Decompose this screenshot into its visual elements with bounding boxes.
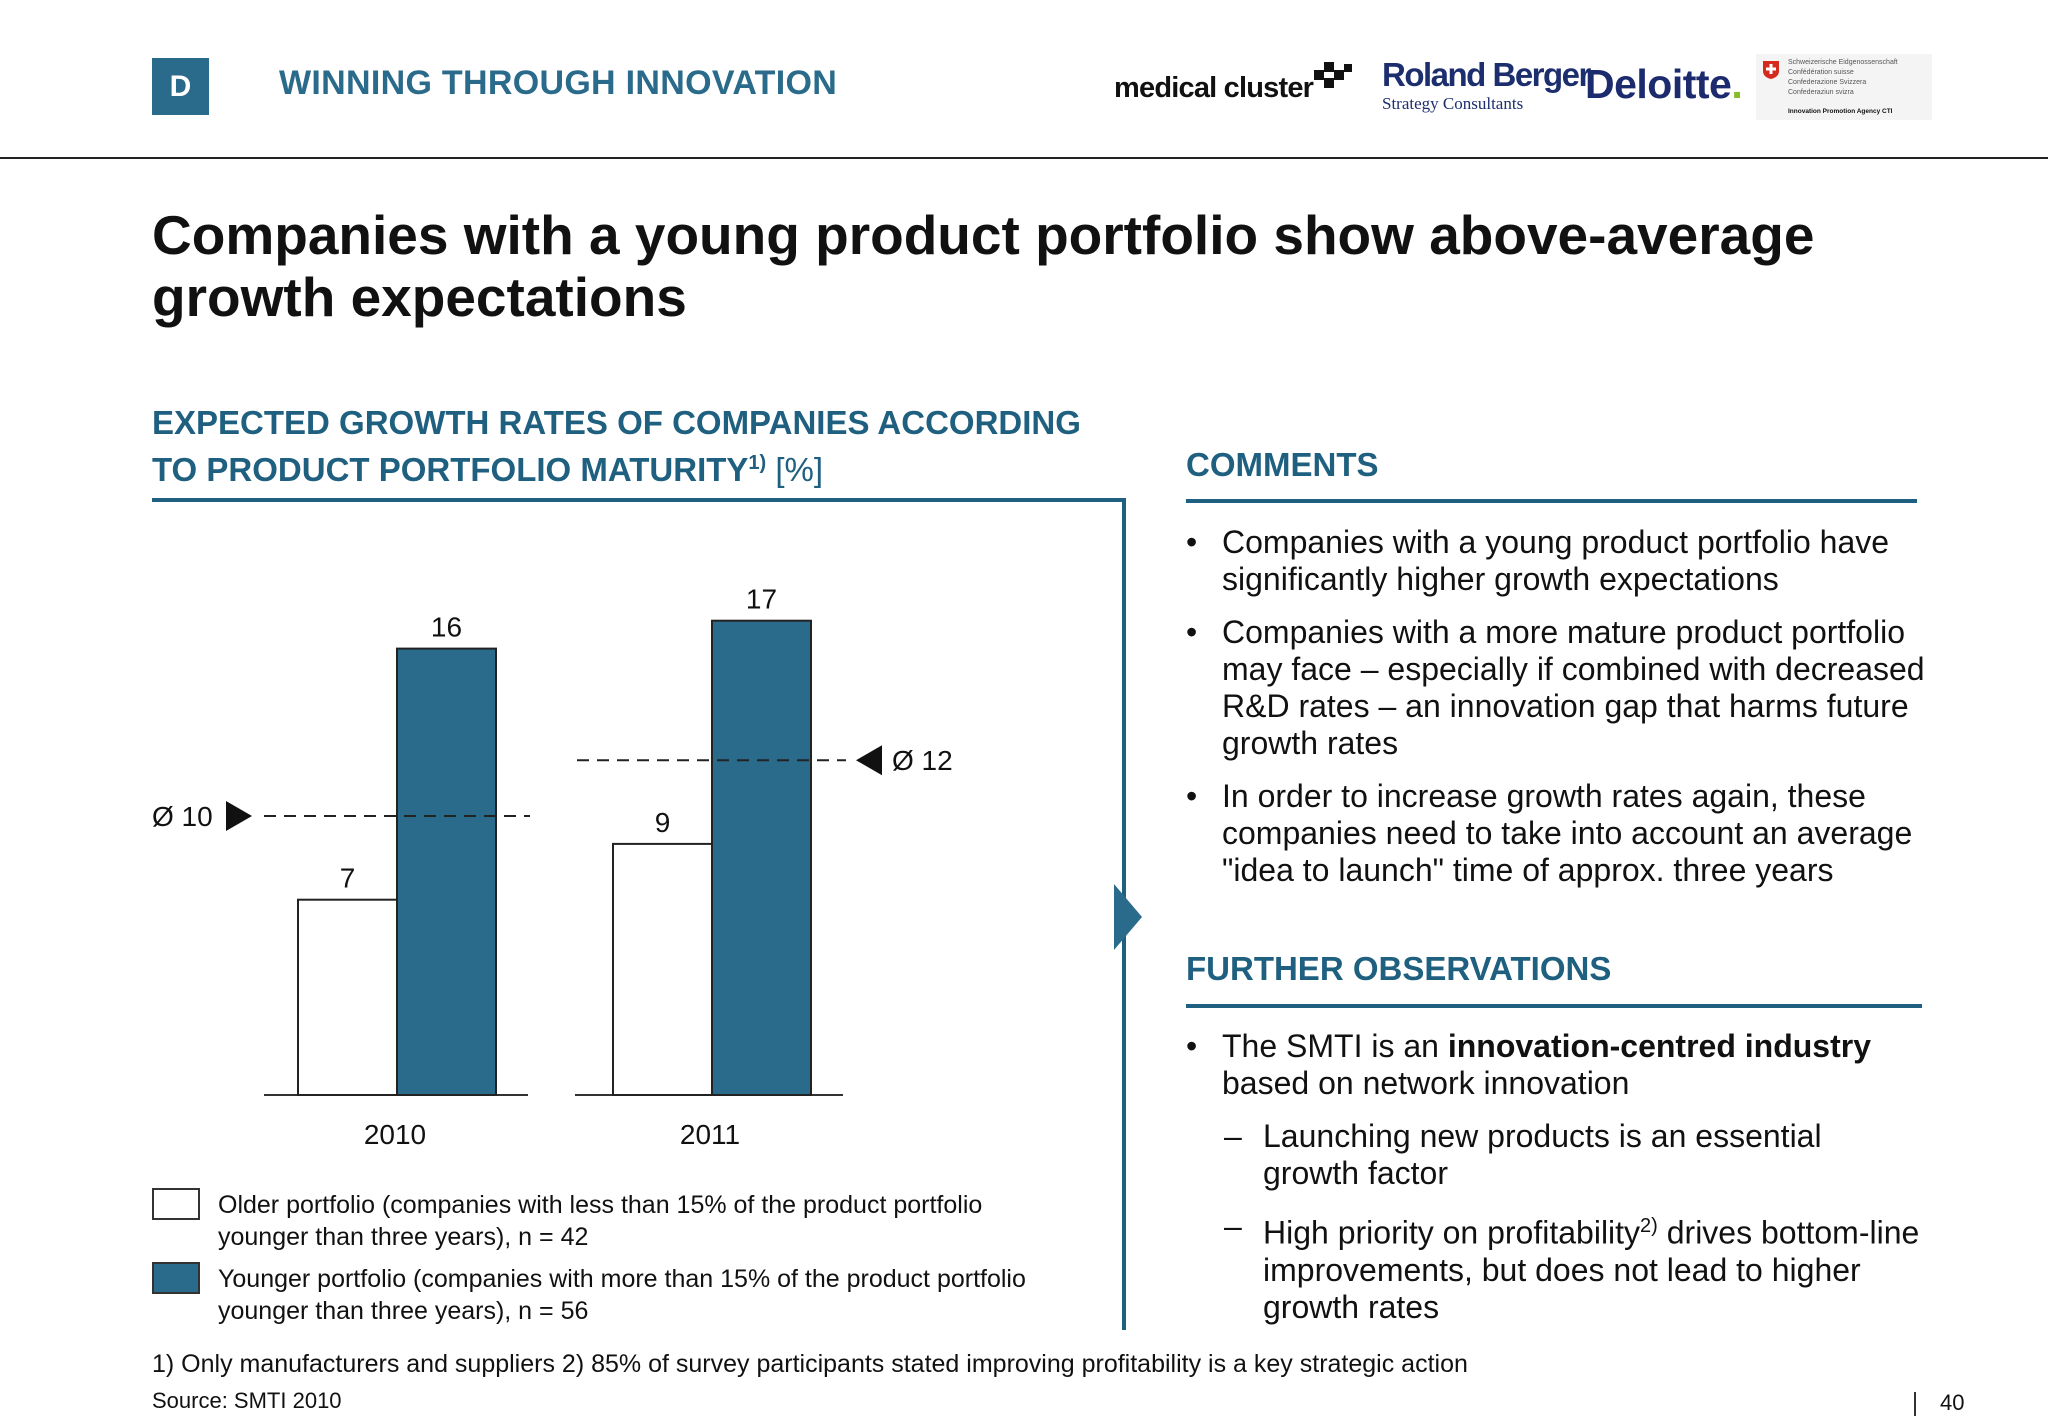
observations-list: The SMTI is an innovation-centred indust…: [1186, 1028, 1926, 1118]
source-note: Source: SMTI 2010: [152, 1388, 342, 1413]
average-label: Ø 12: [892, 745, 953, 776]
page-title: Companies with a young product portfolio…: [152, 204, 1815, 328]
medical-cluster-logo: medical cluster: [1114, 72, 1314, 104]
comments-rule: [1186, 499, 1917, 503]
section-arrow-icon: [1114, 884, 1142, 950]
chart-unit: [%]: [775, 451, 824, 488]
comment-item: In order to increase growth rates again,…: [1186, 778, 1926, 889]
observation-sub-item: Launching new products is an essential g…: [1224, 1118, 1926, 1192]
observation-sub-item: High priority on profitability2) drives …: [1224, 1208, 1926, 1326]
bar: [297, 898, 398, 1097]
cti-logo: Schweizerische Eidgenossenschaft Confédé…: [1756, 54, 1932, 120]
roland-berger-name: Roland Berger: [1382, 56, 1591, 93]
data-label: 7: [340, 863, 356, 894]
growth-bar-chart: 7 16 2010 9 17 2011 Ø 10 Ø 12: [152, 584, 953, 1150]
bar: [711, 619, 812, 1096]
average-marker: [226, 801, 252, 831]
x-tick-label: 2010: [364, 1119, 426, 1150]
header-divider: [0, 157, 2048, 159]
medical-cluster-mark-icon: [1314, 62, 1352, 88]
comments-heading: COMMENTS: [1186, 446, 1379, 483]
footnote-ref: 2): [1640, 1215, 1658, 1237]
cti-agency: Innovation Promotion Agency CTI: [1788, 108, 1893, 115]
data-label: 16: [431, 612, 462, 643]
data-label: 17: [746, 584, 777, 615]
observations-sub-list: Launching new products is an essential g…: [1186, 1118, 1926, 1342]
comments-list: Companies with a young product portfolio…: [1186, 524, 1926, 905]
chart-heading: EXPECTED GROWTH RATES OF COMPANIES ACCOR…: [152, 402, 1132, 490]
chart-heading-line2: TO PRODUCT PORTFOLIO MATURITY1) [%]: [152, 451, 824, 488]
chart-top-rule: [152, 498, 1126, 502]
section-badge: D: [152, 58, 209, 115]
page-number: 40: [1940, 1390, 1965, 1415]
legend-swatch-younger: [152, 1262, 200, 1294]
cti-line: Confederaziun svizra: [1788, 89, 1854, 96]
x-tick-label: 2011: [680, 1119, 740, 1150]
page-divider: [1914, 1392, 1916, 1416]
cti-line: Schweizerische Eidgenossenschaft: [1788, 59, 1898, 66]
deloitte-logo: Deloitte.: [1585, 61, 1743, 107]
roland-berger-sub: Strategy Consultants: [1382, 94, 1524, 113]
legend-item-younger: Younger portfolio (companies with more t…: [218, 1265, 1026, 1325]
cti-line: Confederazione Svizzera: [1788, 79, 1867, 86]
swiss-flag-icon: [1763, 61, 1779, 79]
observations-rule: [1186, 1004, 1922, 1008]
cti-line: Confédération suisse: [1788, 69, 1854, 76]
bar: [612, 842, 713, 1096]
comment-item: Companies with a young product portfolio…: [1186, 524, 1926, 598]
footnotes: 1) Only manufacturers and suppliers 2) 8…: [152, 1350, 1468, 1378]
comment-item: Companies with a more mature product por…: [1186, 614, 1926, 762]
roland-berger-logo: Roland Berger Strategy Consultants: [1382, 56, 1591, 113]
average-label: Ø 10: [152, 801, 213, 832]
bar: [396, 647, 497, 1096]
section-title: WINNING THROUGH INNOVATION: [279, 64, 838, 102]
deloitte-wordmark: Deloitte: [1585, 61, 1732, 107]
emphasis: innovation-centred industry: [1447, 1028, 1871, 1064]
average-marker: [856, 745, 882, 776]
legend-swatch-older: [152, 1188, 200, 1220]
data-label: 9: [655, 807, 671, 838]
observations-heading: FURTHER OBSERVATIONS: [1186, 950, 1612, 987]
legend-item-older: Older portfolio (companies with less tha…: [218, 1191, 983, 1251]
chart-heading-line1: EXPECTED GROWTH RATES OF COMPANIES ACCOR…: [152, 404, 1081, 441]
observation-item: The SMTI is an innovation-centred indust…: [1186, 1028, 1926, 1102]
footnote-ref: 1): [748, 452, 767, 474]
